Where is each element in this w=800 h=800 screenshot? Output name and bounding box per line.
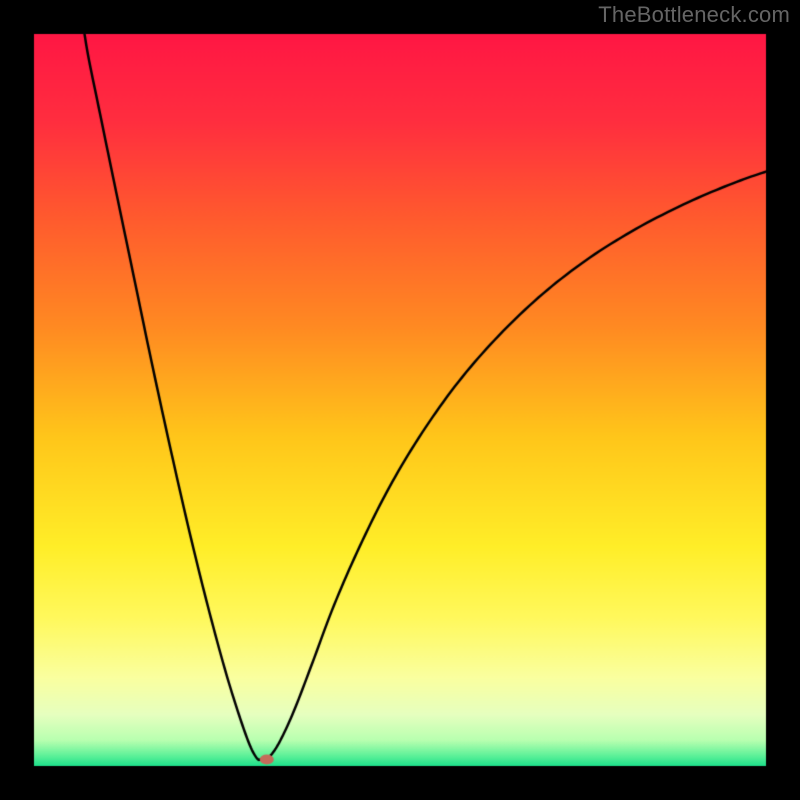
bottleneck-curve: [0, 0, 800, 800]
chart-stage: TheBottleneck.com: [0, 0, 800, 800]
watermark-text: TheBottleneck.com: [598, 2, 790, 28]
